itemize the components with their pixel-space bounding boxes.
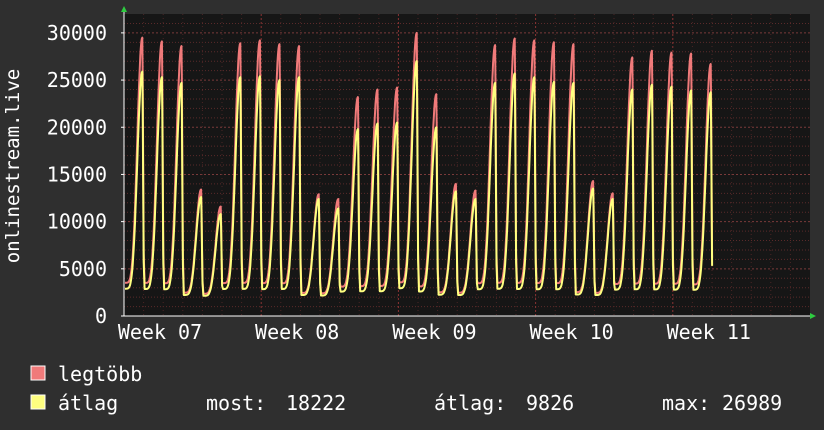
- legend-label-legtobb: legtöbb: [58, 362, 142, 386]
- x-tick-label: Week 10: [529, 320, 613, 344]
- x-tick-label: Week 07: [118, 320, 202, 344]
- y-tick-label: 30000: [47, 21, 107, 45]
- y-axis-arrow: [121, 6, 127, 12]
- y-tick-label: 10000: [47, 210, 107, 234]
- y-axis-label: onlinestream.live: [2, 69, 24, 263]
- legend: legtöbb átlag most: 18222 átlag: 9826 ma…: [30, 362, 782, 415]
- x-ticks: Week 07 Week 08 Week 09 Week 10 Week 11: [118, 320, 751, 344]
- legend-item-atlag: átlag: [30, 391, 118, 415]
- stat-most-label: most:: [206, 391, 266, 415]
- y-tick-label: 25000: [47, 68, 107, 92]
- series-atlag-line: [124, 60, 714, 297]
- legend-swatch-atlag: [30, 394, 46, 410]
- x-tick-label: Week 09: [392, 320, 476, 344]
- series-layer: [124, 31, 714, 297]
- y-tick-label: 15000: [47, 162, 107, 186]
- stat-most-value: 18222: [286, 391, 346, 415]
- y-tick-label: 5000: [59, 257, 107, 281]
- stat-atlag-label: átlag:: [434, 391, 506, 415]
- x-tick-label: Week 11: [667, 320, 751, 344]
- stat-max-label: max:: [662, 391, 710, 415]
- x-axis-arrow: [810, 313, 816, 319]
- x-tick-label: Week 08: [255, 320, 339, 344]
- stat-atlag-value: 9826: [526, 391, 574, 415]
- axes: [121, 6, 816, 319]
- legend-swatch-legtobb: [30, 365, 46, 381]
- legend-label-atlag: átlag: [58, 391, 118, 415]
- legend-item-legtobb: legtöbb: [30, 362, 142, 386]
- y-tick-label: 0: [95, 304, 107, 328]
- stat-max-value: 26989: [722, 391, 782, 415]
- y-ticks: 0 5000 10000 15000 20000 25000 30000: [47, 21, 124, 328]
- y-tick-label: 20000: [47, 115, 107, 139]
